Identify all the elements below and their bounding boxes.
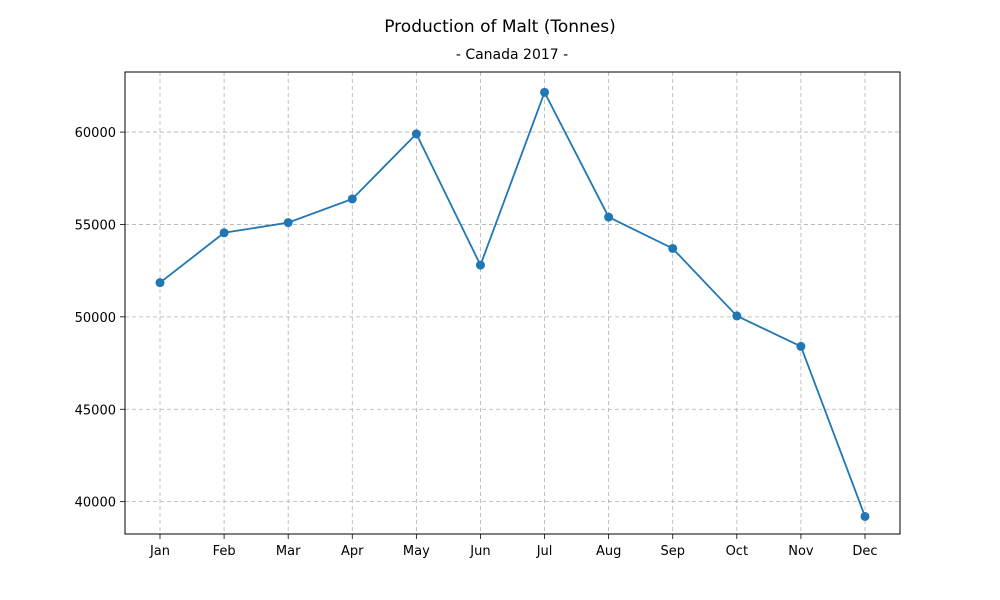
x-tick-label: Nov xyxy=(788,544,814,559)
data-point xyxy=(604,212,614,222)
data-point xyxy=(347,194,357,204)
chart-subtitle: - Canada 2017 - xyxy=(456,47,568,63)
y-tick-label: 45000 xyxy=(75,403,116,418)
plot-frame xyxy=(124,71,901,535)
x-tick-label: May xyxy=(403,544,430,559)
y-tick-label: 40000 xyxy=(75,496,116,511)
data-point xyxy=(219,228,229,238)
x-tick-label: Feb xyxy=(213,544,236,559)
data-point xyxy=(475,260,485,270)
chart-title: Production of Malt (Tonnes) xyxy=(384,17,616,37)
series xyxy=(155,87,870,521)
x-tick-label: Sep xyxy=(660,544,685,559)
data-point xyxy=(283,218,293,228)
x-tick-label: Oct xyxy=(726,544,748,559)
x-tick-label: Jul xyxy=(536,544,553,559)
data-point xyxy=(411,129,421,139)
y-tick-label: 55000 xyxy=(75,218,116,233)
x-tick-label: Dec xyxy=(852,544,877,559)
y-tick-label: 60000 xyxy=(75,126,116,141)
data-point xyxy=(732,311,742,321)
x-tick-label: Jun xyxy=(469,544,490,559)
data-point xyxy=(668,243,678,253)
data-point xyxy=(796,341,806,351)
x-tick-label: Aug xyxy=(596,544,621,559)
x-tick-label: Mar xyxy=(276,544,301,559)
data-point xyxy=(860,511,870,521)
x-tick-label: Jan xyxy=(149,544,170,559)
axes: Jan Feb Mar Apr May Jun Jul Aug Sep Oct Nov Dec 4000… xyxy=(75,71,901,559)
x-tick-label: Apr xyxy=(341,544,364,559)
data-point xyxy=(540,87,550,97)
series-line xyxy=(159,90,866,517)
grid xyxy=(125,72,900,534)
data-point xyxy=(155,278,165,288)
y-tick-label: 50000 xyxy=(75,311,116,326)
